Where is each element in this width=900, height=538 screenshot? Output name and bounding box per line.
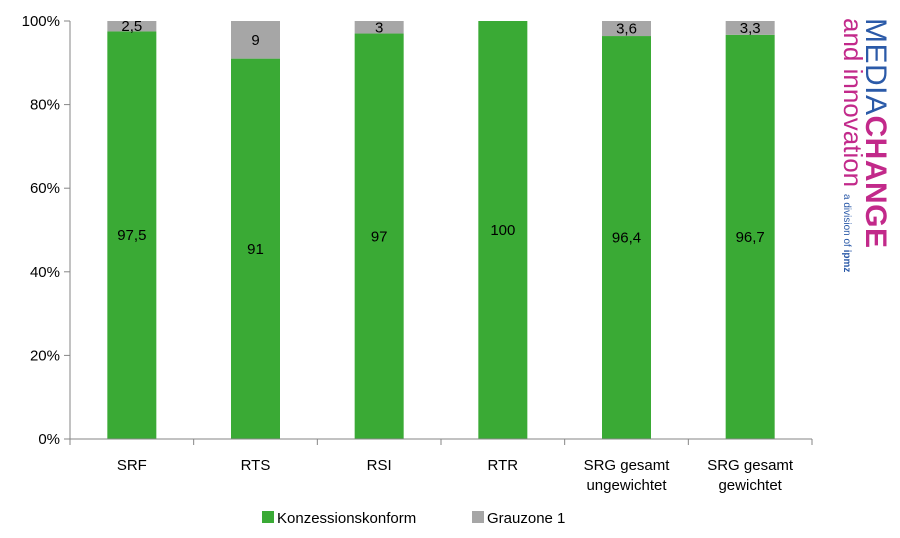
data-label: 100 [490,222,515,239]
x-category-label: RSI [367,457,392,474]
bars: 97,5 2,5 91 9 97 3 100 96,4 3,6 96,7 3,3 [107,18,775,440]
bar-grauzone [354,21,404,34]
data-label: 96,7 [736,229,765,246]
data-label: 9 [251,32,259,49]
data-label: 96,4 [612,230,641,247]
y-tick-label: 0% [38,431,60,448]
legend: Konzessionskonform Grauzone 1 [262,510,565,527]
y-tick-label: 20% [30,347,60,364]
bar-konzessionskonform [354,33,404,439]
stacked-bar-chart: 0% 20% 40% 60% 80% 100% 97,5 2,5 91 9 97 3 100 96,4 3… [22,13,813,527]
bar-konzessionskonform [725,34,775,439]
x-category-label: SRG gesamt ungewichtet [584,457,671,494]
logo-change: CHANGE [859,116,890,249]
x-category-label: SRG gesamt gewichtet [707,457,794,494]
data-label: 3,3 [740,20,761,37]
x-category-label: RTS [241,457,271,474]
logo-media: MEDIA [859,18,890,116]
data-label: 97,5 [117,227,146,244]
y-axis: 0% 20% 40% 60% 80% 100% [22,13,71,448]
y-tick-label: 80% [30,97,60,114]
legend-label: Grauzone 1 [487,510,565,527]
bar-konzessionskonform [107,31,157,439]
x-category-label: SRF [117,457,147,474]
legend-label: Konzessionskonform [277,510,416,527]
bar-grauzone [107,21,157,32]
svg-text:MEDIACHANGE: MEDIACHANGE [859,18,890,249]
bar-konzessionskonform [231,58,280,440]
bar-konzessionskonform [478,21,528,439]
data-label: 97 [371,228,388,245]
logo-division: a division of [841,194,852,247]
data-label: 2,5 [121,18,142,35]
legend-swatch [262,511,274,523]
mediachange-logo: MEDIACHANGE and innovation a division of… [838,18,890,272]
logo-ipmz: ipmz [841,250,852,273]
bar-grauzone [231,21,280,59]
x-category-label: RTR [488,457,519,474]
data-label: 3,6 [616,21,637,38]
y-tick-label: 100% [22,13,60,30]
bar-grauzone [725,21,775,35]
bar-grauzone [602,21,651,37]
data-label: 3 [375,19,383,36]
y-tick-label: 40% [30,264,60,281]
data-label: 91 [247,241,264,258]
svg-text:a division of ipmz: a division of ipmz [841,194,852,272]
bar-konzessionskonform [602,36,651,439]
legend-swatch [472,511,484,523]
y-tick-label: 60% [30,180,60,197]
x-axis: SRF RTS RSI RTR SRG gesamt ungewichtet SRG ges… [69,438,813,494]
logo-and-innovation: and innovation [838,18,868,187]
